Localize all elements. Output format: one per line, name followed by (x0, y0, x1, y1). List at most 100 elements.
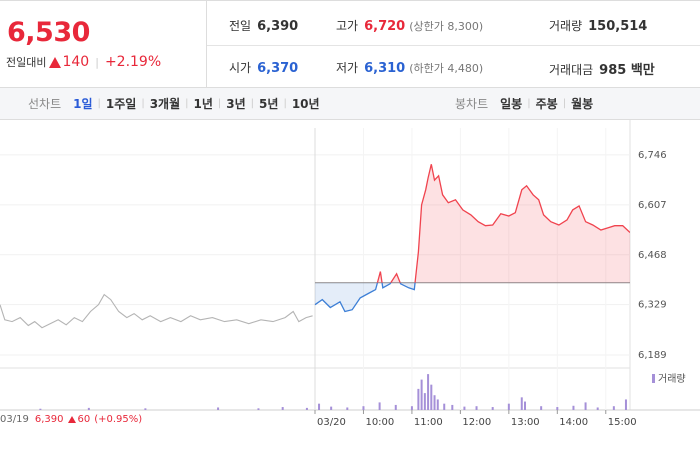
volume-legend-swatch (652, 374, 655, 383)
volume-bar (556, 407, 559, 410)
tab-separator: | (562, 98, 567, 109)
volume-bar (423, 393, 426, 410)
y-tick-label: 6,329 (638, 300, 667, 311)
y-tick-label: 6,189 (638, 350, 667, 361)
volume-bar (491, 407, 494, 410)
tab-separator: | (97, 98, 101, 109)
line-chart-tabs: 선차트 1일 | 1주일 | 3개월 | 1년 | 3년 | 5년 | 10년 (28, 88, 320, 119)
volume-bar (520, 397, 523, 410)
divider: | (95, 55, 99, 69)
y-tick-label: 6,746 (638, 150, 667, 161)
volume-bar (378, 402, 381, 410)
volume-bar (305, 407, 308, 410)
change-rate: +2.19% (104, 54, 162, 70)
stat-label: 거래량 (549, 19, 583, 33)
line (0, 293, 313, 329)
volume-bar (463, 406, 466, 410)
volume-bar (362, 406, 365, 410)
tab[interactable]: 일봉 (500, 97, 523, 111)
volume-bar (410, 406, 413, 410)
y-tick-label: 6,607 (638, 200, 667, 211)
volume-bar (612, 406, 615, 410)
line-above (376, 164, 630, 283)
stat-value: 985 백만 (599, 63, 655, 78)
tab[interactable]: 10년 (291, 97, 320, 111)
volume-bar (420, 379, 423, 410)
volume-bar (427, 374, 430, 410)
area-below (315, 282, 416, 312)
change-label: 전일대비 (6, 56, 47, 69)
volume-bar (572, 405, 575, 410)
stat-note: (하한가 4,480) (409, 62, 484, 75)
volume-bar (346, 407, 349, 410)
up-arrow (49, 56, 62, 68)
tab[interactable]: 1주일 (105, 97, 137, 111)
stat-value: 150,514 (588, 19, 648, 34)
x-tick-label: 12:00 (462, 417, 491, 428)
volume-bar (430, 384, 433, 410)
volume-bar (394, 404, 397, 410)
prev-day-info: 03/19 6,390 60 (+0.95%) (0, 414, 142, 425)
tab[interactable]: 주봉 (535, 97, 558, 111)
prev-date: 03/19 (0, 414, 29, 425)
line-below (314, 282, 416, 313)
x-tick-label: 10:00 (365, 417, 394, 428)
chart-tabs: 선차트 1일 | 1주일 | 3개월 | 1년 | 3년 | 5년 | 10년 봉차트 일봉 | 주봉 | 월봉 (0, 88, 700, 120)
volume-bar (281, 407, 284, 410)
stat-item: 전일 6,390 (229, 17, 298, 34)
x-tick-label: 14:00 (559, 417, 588, 428)
stat-label: 전일 (229, 19, 252, 33)
tab[interactable]: 3개월 (149, 97, 181, 111)
prev-change: 60 (77, 414, 91, 425)
tab-separator: | (217, 98, 222, 109)
tab-group-label: 선차트 (28, 97, 62, 111)
tab-separator: | (283, 98, 287, 109)
volume-bar (417, 388, 420, 410)
prev-close: 6,390 (34, 414, 64, 425)
tab[interactable]: 월봉 (571, 97, 594, 111)
volume-bar (144, 408, 147, 410)
tab[interactable]: 1일 (73, 97, 93, 111)
prev-rate: (+0.95%) (94, 414, 143, 425)
tab-group-label: 봉차트 (455, 97, 489, 111)
candle-chart-tabs: 봉차트 일봉 | 주봉 | 월봉 (455, 88, 593, 119)
x-tick-label: 11:00 (414, 417, 443, 428)
stats-divider (207, 45, 700, 46)
volume-bar (475, 406, 478, 410)
tab-separator: | (250, 98, 255, 109)
volume-bar (451, 404, 454, 410)
x-tick-label: 13:00 (511, 417, 540, 428)
volume-bar (217, 407, 220, 410)
volume-legend: 거래량 (658, 373, 686, 385)
change-amount: 140 (62, 54, 90, 70)
stat-label: 거래대금 (549, 63, 594, 77)
volume-bar (584, 402, 587, 410)
stat-label: 고가 (336, 19, 359, 33)
tab[interactable]: 5년 (259, 97, 279, 111)
tab[interactable]: 1년 (193, 97, 213, 111)
tab-separator: | (141, 98, 145, 109)
area-above (315, 164, 630, 283)
volume-bar (540, 406, 543, 410)
volume-bar (596, 407, 599, 410)
stat-item: 시가 6,370 (229, 59, 298, 76)
volume-bar (87, 407, 90, 410)
volume-bar (257, 408, 260, 410)
volume-bar (330, 406, 333, 410)
tab-separator: | (185, 98, 189, 109)
tab[interactable]: 3년 (226, 97, 246, 111)
stat-item: 저가 6,310 (하한가 4,480) (336, 59, 483, 76)
volume-bar (436, 399, 439, 410)
x-tick-label: 03/20 (317, 417, 346, 428)
volume-bar (39, 408, 42, 410)
change-row: 전일대비 140 | +2.19% (6, 54, 161, 70)
volume-bar (318, 403, 321, 410)
volume-bar (524, 401, 526, 410)
stats-box: 전일 6,390 고가 6,720 (상한가 8,300) 거래량 150,514 시가 6,3… (206, 1, 700, 88)
stat-value: 6,390 (257, 19, 299, 34)
current-price: 6,530 (7, 17, 90, 48)
y-tick-label: 6,468 (638, 250, 667, 261)
quote-header: 6,530 전일대비 140 | +2.19% 전일 6,390 고가 6,720 (상… (0, 0, 700, 88)
